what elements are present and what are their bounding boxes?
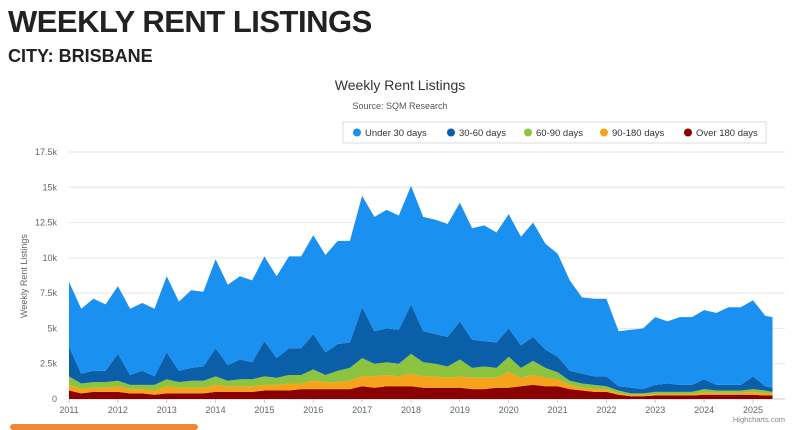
- y-tick-label: 17.5k: [35, 147, 58, 157]
- y-tick-label: 5k: [47, 323, 57, 333]
- x-tick-label: 2013: [157, 405, 177, 415]
- x-tick-label: 2021: [548, 405, 568, 415]
- legend-item[interactable]: 60-90 days: [536, 128, 583, 139]
- area-60-90-days: [69, 353, 773, 395]
- credits[interactable]: Highcharts.com: [733, 415, 785, 424]
- y-tick-label: 10k: [42, 253, 57, 263]
- orange-divider: [10, 424, 198, 430]
- x-tick-label: 2014: [206, 405, 226, 415]
- area-30-60-days: [69, 304, 773, 394]
- x-tick-label: 2025: [743, 405, 763, 415]
- x-tick-label: 2015: [254, 405, 274, 415]
- y-tick-label: 0: [52, 394, 57, 404]
- x-tick-label: 2016: [303, 405, 323, 415]
- x-tick-label: 2011: [59, 405, 78, 415]
- city-subtitle: CITY: BRISBANE: [8, 46, 153, 66]
- legend-box: [342, 121, 767, 144]
- legend-marker: [600, 128, 608, 137]
- legend-marker: [353, 128, 361, 137]
- legend-marker: [447, 128, 455, 137]
- y-tick-label: 15k: [42, 182, 57, 192]
- x-tick-label: 2024: [694, 405, 714, 415]
- chart-title: Weekly Rent Listings: [335, 77, 465, 93]
- x-tick-label: 2020: [499, 405, 519, 415]
- legend-marker: [524, 128, 532, 137]
- legend-item[interactable]: 90-180 days: [612, 128, 665, 139]
- legend-marker: [684, 128, 692, 137]
- x-tick-label: 2018: [401, 405, 421, 415]
- area-under-30-days: [69, 185, 773, 390]
- y-tick-label: 7.5k: [40, 288, 58, 298]
- chart-subtitle: Source: SQM Research: [352, 101, 447, 111]
- x-tick-label: 2023: [645, 405, 665, 415]
- page-title: WEEKLY RENT LISTINGS: [8, 4, 372, 39]
- area-over-180-days: [69, 384, 773, 399]
- y-tick-label: 12.5k: [35, 218, 58, 228]
- x-tick-label: 2019: [450, 405, 470, 415]
- legend-item[interactable]: 30-60 days: [459, 128, 506, 139]
- x-tick-label: 2012: [108, 405, 128, 415]
- y-tick-label: 2.5k: [40, 359, 58, 369]
- x-tick-label: 2017: [352, 405, 372, 415]
- x-tick-label: 2022: [596, 405, 616, 415]
- legend-item[interactable]: Under 30 days: [365, 128, 427, 139]
- area-90-180-days: [69, 372, 773, 397]
- legend-item[interactable]: Over 180 days: [696, 128, 758, 139]
- y-axis-label: Weekly Rent Listings: [19, 234, 29, 318]
